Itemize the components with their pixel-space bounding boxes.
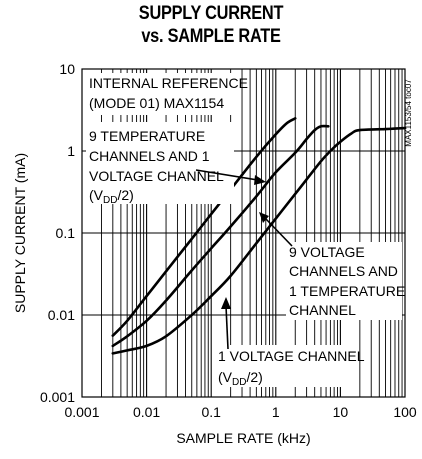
y-tick-label: 0.1 (56, 225, 76, 241)
volt-annotation-line3: 1 TEMPERATURE (289, 283, 405, 299)
series-line-3 (111, 126, 407, 355)
volt-annotation-line1: 9 VOLTAGE (289, 244, 365, 260)
y-tick-label: 0.01 (48, 307, 75, 323)
one-annotation-line1: 1 VOLTAGE CHANNEL (218, 348, 365, 364)
temp-annotation-line1: 9 TEMPERATURE (89, 128, 205, 144)
y-axis-label: SUPPLY CURRENT (mA) (12, 153, 28, 313)
y-tick-label: 0.001 (40, 389, 75, 405)
x-tick-label: 100 (393, 404, 417, 420)
series-line-1 (111, 117, 297, 337)
series-lines (111, 117, 407, 355)
x-tick-label: 10 (333, 404, 349, 420)
mode-annotation-line2: (MODE 01) MAX1154 (89, 95, 224, 111)
temp-annotation-line4: (VDD/2) (89, 187, 134, 206)
volt-annotation-bg (286, 242, 402, 320)
one-annotation-line2-sub: DD (232, 377, 246, 388)
x-tick-label: 1 (272, 404, 280, 420)
one-annotation-line2: (VDD/2) (218, 369, 263, 388)
mode-annotation-line1: INTERNAL REFERENCE (89, 75, 248, 91)
chart-title: SUPPLY CURRENT (138, 3, 284, 24)
temp-annotation-line4-a: (V (89, 187, 104, 203)
volt-annotation-line2: CHANNELS AND (289, 263, 398, 279)
volt-annotation-line4: CHANNEL (289, 302, 356, 318)
series-line-2 (111, 124, 330, 348)
temp-annotation-line4-sub: DD (103, 195, 117, 206)
y-tick-label: 1 (67, 143, 75, 159)
temp-annotation-line4-b: /2) (117, 187, 133, 203)
temp-arrow (195, 169, 266, 185)
temp-annotation-line2: CHANNELS AND 1 (89, 148, 210, 164)
mode-annotation-bg (85, 73, 238, 115)
x-tick-label: 0.01 (133, 404, 160, 420)
chart-subtitle: vs. SAMPLE RATE (141, 26, 281, 47)
y-tick-label: 10 (59, 61, 75, 77)
one-annotation-line2-b: /2) (246, 369, 262, 385)
temp-annotation-bg (86, 122, 234, 204)
x-tick-label: 0.1 (201, 404, 221, 420)
x-tick-label: 0.001 (64, 404, 99, 420)
x-axis-label: SAMPLE RATE (kHz) (176, 430, 310, 446)
one-annotation-line2-a: (V (218, 369, 233, 385)
one-annotation-bg (215, 345, 355, 387)
temp-annotation-line3: VOLTAGE CHANNEL (89, 168, 224, 184)
figure-code: MAX1153/54 toc07 (404, 79, 413, 147)
volt-arrow (259, 212, 293, 247)
tick-labels: 0.001 0.01 0.1 1 10 100 10 1 0.1 0.01 0.001 (40, 61, 417, 420)
one-arrow (221, 297, 231, 350)
plot-frame (81, 68, 406, 398)
